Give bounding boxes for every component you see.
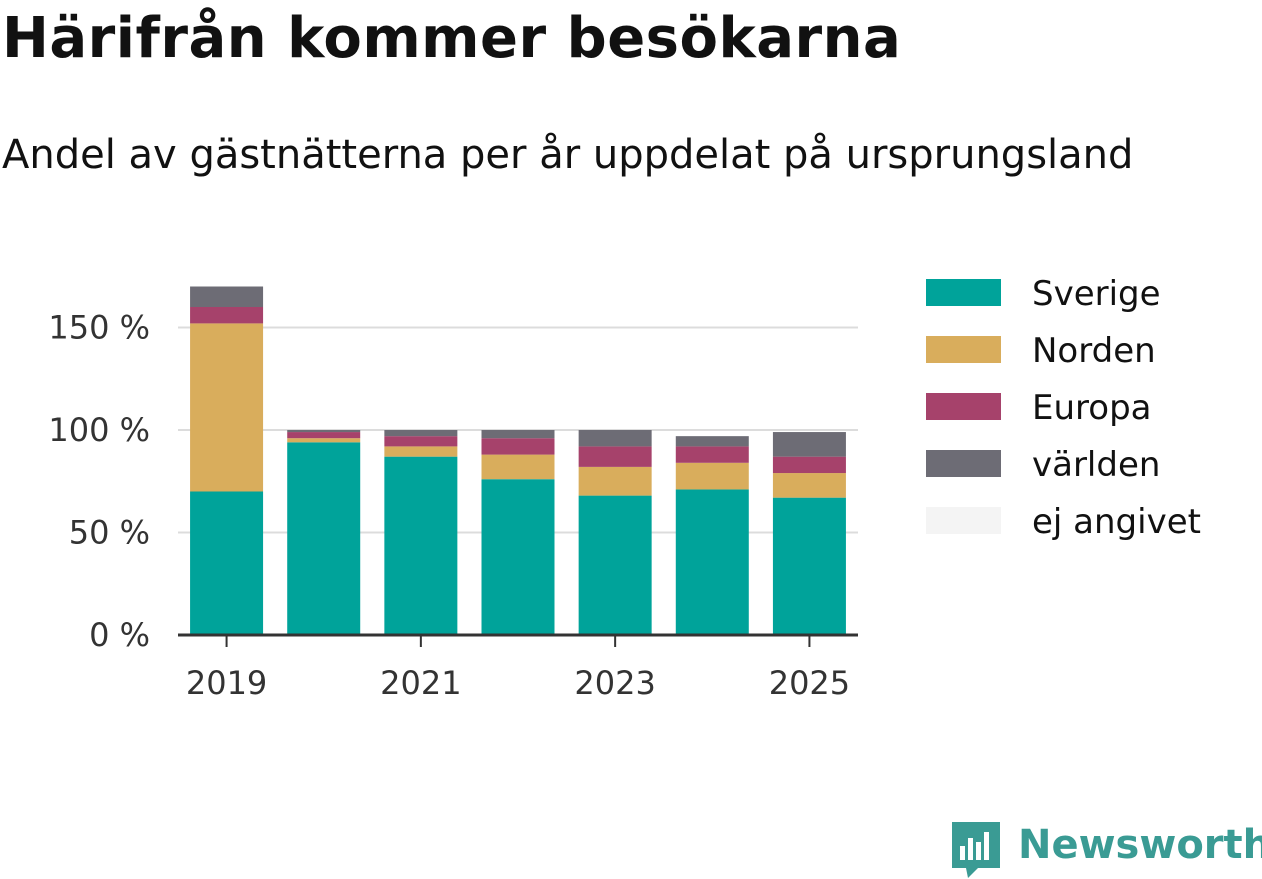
y-tick-label: 150 % [48, 309, 150, 347]
bar-segment[interactable] [772, 497, 846, 635]
bar-segment[interactable] [675, 446, 749, 463]
bar-segment[interactable] [675, 436, 749, 447]
legend-label[interactable]: ej angivet [1032, 502, 1201, 542]
legend-swatch [926, 279, 1001, 306]
y-tick-label: 50 % [69, 514, 150, 552]
bar-segment[interactable] [190, 286, 264, 308]
bar-segment[interactable] [675, 462, 749, 490]
bar-segment[interactable] [287, 432, 361, 439]
brand-name: Newsworthy [1018, 822, 1262, 868]
x-tick-label: 2025 [769, 664, 850, 702]
bar-segment[interactable] [384, 430, 458, 437]
legend-swatch [926, 450, 1001, 477]
bar-segment[interactable] [578, 495, 652, 635]
chart-title: Härifrån kommer besökarna [2, 6, 902, 71]
bar-segment[interactable] [190, 491, 264, 636]
bar-segment[interactable] [772, 432, 846, 457]
x-tick-label: 2023 [574, 664, 655, 702]
bar-segment[interactable] [578, 430, 652, 447]
bar-segment[interactable] [481, 430, 555, 439]
y-tick-label: 0 % [89, 616, 150, 654]
legend-label[interactable]: Sverige [1032, 274, 1161, 314]
bar-segment[interactable] [772, 456, 846, 474]
newsworthy-logo-icon [952, 822, 1000, 878]
legend-label[interactable]: Norden [1032, 331, 1156, 371]
legend-swatch [926, 336, 1001, 363]
axes: 0 % 50 % 100 % 150 % 2019 2021 2023 2025 [48, 309, 858, 702]
legend-swatch [926, 393, 1001, 420]
chart-subtitle: Andel av gästnätterna per år uppdelat på… [2, 132, 1134, 178]
bar-segment[interactable] [190, 323, 264, 492]
bar-segment[interactable] [772, 473, 846, 498]
bar-segment[interactable] [481, 438, 555, 455]
bar-segment[interactable] [481, 454, 555, 480]
bar-segment[interactable] [287, 442, 361, 635]
bar-segment[interactable] [675, 489, 749, 635]
legend: Sverige Norden Europa världen ej angivet [926, 274, 1201, 542]
bar-segment[interactable] [287, 438, 361, 443]
bar-segment[interactable] [287, 430, 361, 433]
bar-segment[interactable] [384, 456, 458, 635]
x-tick-label: 2021 [380, 664, 461, 702]
bar-segment[interactable] [190, 307, 264, 324]
bar-segment[interactable] [384, 436, 458, 447]
bar-segment[interactable] [384, 446, 458, 457]
brand-logo[interactable]: Newsworthy [952, 822, 1262, 878]
x-tick-label: 2019 [186, 664, 267, 702]
bar-segment[interactable] [578, 466, 652, 496]
bar-segment[interactable] [578, 446, 652, 467]
y-tick-label: 100 % [48, 411, 150, 449]
bar-segment[interactable] [481, 479, 555, 635]
bars [190, 286, 846, 636]
legend-swatch [926, 507, 1001, 534]
legend-label[interactable]: Europa [1032, 388, 1151, 428]
legend-label[interactable]: världen [1032, 445, 1160, 485]
